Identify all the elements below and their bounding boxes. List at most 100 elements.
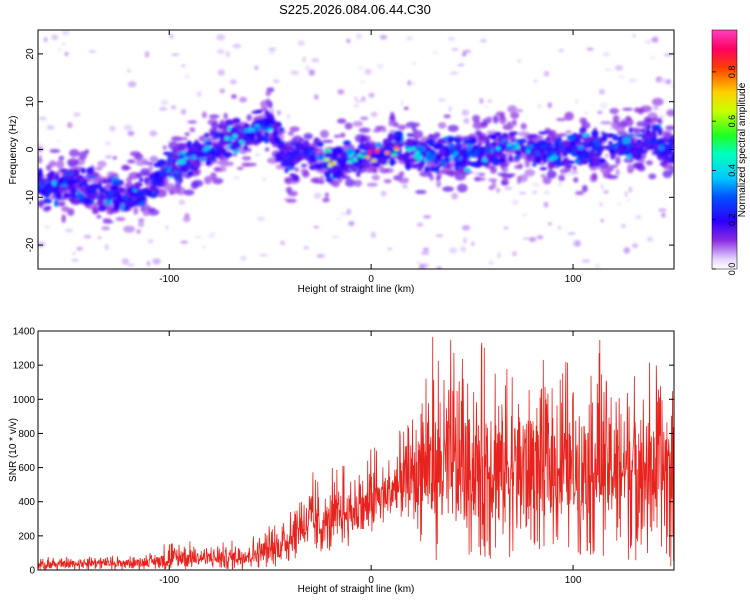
spectrogram-band-cell (352, 120, 364, 127)
spectrogram-core-cell (280, 143, 284, 148)
spectrogram-band-cell (322, 197, 330, 203)
spectrogram-band-cell (591, 172, 598, 181)
spectrogram-band-cell (300, 163, 308, 168)
spectrogram-peak (68, 179, 74, 184)
spectrogram-speckle (38, 241, 46, 248)
spectrogram-heat (38, 30, 674, 269)
spectrogram-band-cell (472, 121, 483, 130)
spectrogram-band-cell (390, 111, 395, 121)
spectrogram-speckle (522, 237, 530, 240)
spectrogram-speckle (451, 48, 459, 51)
spectrogram-speckle (411, 81, 416, 86)
spectrogram-core-cell (345, 162, 355, 169)
spectrogram-core-cell (436, 138, 446, 145)
spectrogram-speckle (127, 81, 137, 88)
spectrogram-speckle (635, 214, 642, 220)
spectrogram-band-cell (135, 159, 146, 166)
spectrogram-speckle (44, 225, 51, 229)
spectrogram-core-cell (394, 135, 404, 143)
spectrogram-core-cell (186, 164, 195, 168)
spectrogram-speckle (415, 260, 422, 265)
spectrogram-speckle (646, 236, 654, 243)
spectrogram-core-cell (48, 170, 56, 177)
spectrogram-core-cell (424, 166, 430, 173)
spectrogram-core-cell (332, 167, 336, 173)
spectrogram-core-cell (561, 140, 570, 147)
spectrogram-core-cell (630, 149, 640, 158)
spectrogram-speckle (586, 47, 594, 51)
spectrogram-speckle (273, 78, 280, 84)
spectrogram-band-cell (285, 186, 293, 194)
spectrogram-band-cell (505, 123, 513, 128)
spectrogram-core-cell (406, 133, 416, 137)
spectrogram-speckle (225, 50, 230, 58)
spectrogram-peak (384, 150, 390, 155)
spectrogram-speckle (380, 190, 387, 197)
spectrogram-core-cell (648, 132, 655, 138)
spectrogram-core-cell (464, 157, 469, 162)
spectrogram-band-cell (573, 177, 579, 183)
spectrogram-core-cell (545, 146, 553, 152)
spectrogram-core-cell (356, 172, 361, 177)
spectrogram-core-cell (291, 174, 300, 182)
spectrogram-peak (123, 195, 129, 200)
spectrogram-speckle (160, 99, 169, 105)
spectrogram-speckle (184, 213, 190, 219)
spectrogram-core-cell (651, 124, 661, 132)
spectrogram-core-cell (642, 149, 649, 154)
spectrogram-band-cell (210, 172, 217, 180)
spectrogram-core-cell (75, 190, 81, 194)
snr-y-tick-label: 1400 (13, 327, 36, 338)
spectrogram-core-cell (463, 168, 471, 173)
spectrogram-band-cell (527, 134, 537, 139)
spectrogram-speckle (628, 186, 632, 193)
spectrogram-speckle (574, 99, 579, 105)
spectrogram-speckle (360, 96, 366, 103)
spectrogram-core-cell (86, 167, 94, 175)
spectrogram-band-cell (433, 132, 441, 139)
spectrogram-core-cell (576, 133, 584, 139)
spectrogram-core-cell (143, 177, 149, 184)
spectrogram-core-cell (447, 136, 455, 143)
snr-y-tick-label: 400 (18, 497, 35, 508)
spectrogram-speckle (479, 97, 484, 104)
spectrogram-core-cell (104, 199, 112, 206)
spectrogram-speckle (603, 189, 609, 194)
spectrogram-speckle (537, 103, 542, 109)
spectrogram-core-cell (56, 193, 61, 198)
spectrogram-speckle (628, 78, 637, 83)
spectrogram-band-cell (492, 115, 499, 124)
spectrogram-speckle (461, 224, 471, 231)
spectrogram-peak (284, 152, 290, 157)
spectrogram-core-cell (83, 197, 91, 205)
spectrogram-speckle (276, 110, 282, 116)
spectrogram-core-cell (213, 143, 222, 149)
spectrogram-core-cell (529, 152, 534, 156)
spectrogram-band-cell (388, 120, 394, 127)
spectrogram-core-cell (535, 155, 542, 164)
spectrogram-core-cell (136, 196, 141, 200)
spectrogram-band-cell (294, 166, 300, 173)
spectrogram-speckle (411, 62, 417, 65)
spectrogram-speckle (543, 70, 550, 77)
spectrogram-speckle (346, 38, 351, 44)
spectrogram-core-cell (120, 203, 125, 212)
spectrogram-speckle (563, 173, 572, 177)
spectrogram-core-cell (216, 148, 222, 153)
spectrogram-band-cell (447, 124, 459, 132)
spectrogram-peak (254, 126, 260, 131)
spectrogram-speckle (364, 68, 372, 75)
spectrogram-band-cell (524, 161, 531, 168)
spectrogram-speckle (144, 50, 150, 58)
spectrogram-band-cell (341, 175, 351, 180)
spectrogram-peak (152, 180, 158, 185)
spectrogram-speckle (105, 156, 112, 159)
spectrogram-speckle (331, 235, 340, 239)
spectrogram-core-cell (646, 124, 651, 131)
spectrogram-core-cell (582, 149, 588, 154)
snr-y-tick-label: 1200 (13, 361, 36, 372)
spectrogram-core-cell (453, 145, 458, 149)
spectrogram-speckle (109, 125, 116, 132)
